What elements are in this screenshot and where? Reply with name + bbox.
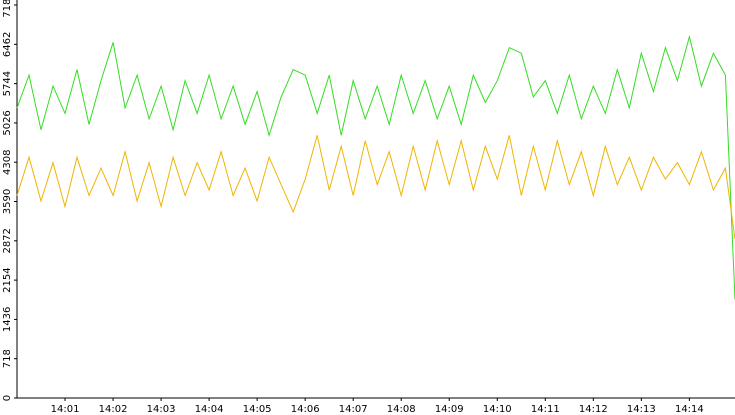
x-tick-label: 14:05 bbox=[243, 404, 272, 415]
y-tick-label: 5026 bbox=[2, 110, 13, 135]
x-tick-label: 14:13 bbox=[627, 404, 656, 415]
x-tick-label: 14:07 bbox=[339, 404, 368, 415]
x-tick-label: 14:06 bbox=[291, 404, 320, 415]
y-tick-label: 2872 bbox=[2, 228, 13, 253]
x-tick-label: 14:09 bbox=[435, 404, 464, 415]
series-line bbox=[16, 34, 735, 300]
x-tick-label: 14:03 bbox=[147, 404, 176, 415]
x-tick-label: 14:08 bbox=[387, 404, 416, 415]
y-tick-label: 3590 bbox=[2, 189, 13, 214]
y-tick-label: 7181 bbox=[2, 0, 13, 18]
x-tick-label: 14:01 bbox=[51, 404, 80, 415]
x-tick-label: 14:11 bbox=[531, 404, 560, 415]
x-tick-label: 14:02 bbox=[99, 404, 128, 415]
y-tick-label: 2154 bbox=[2, 267, 13, 292]
y-tick-label: 4308 bbox=[2, 150, 13, 175]
y-tick-label: 718 bbox=[2, 349, 13, 368]
x-tick-label: 14:12 bbox=[579, 404, 608, 415]
y-tick-label: 1436 bbox=[2, 307, 13, 332]
series-line bbox=[16, 135, 735, 240]
x-tick-label: 14:04 bbox=[195, 404, 224, 415]
x-tick-label: 14:10 bbox=[483, 404, 512, 415]
x-tick-label: 14:14 bbox=[675, 404, 704, 415]
y-tick-label: 5744 bbox=[2, 71, 13, 96]
y-tick-label: 6462 bbox=[2, 32, 13, 57]
y-tick-label: 0 bbox=[2, 395, 13, 401]
